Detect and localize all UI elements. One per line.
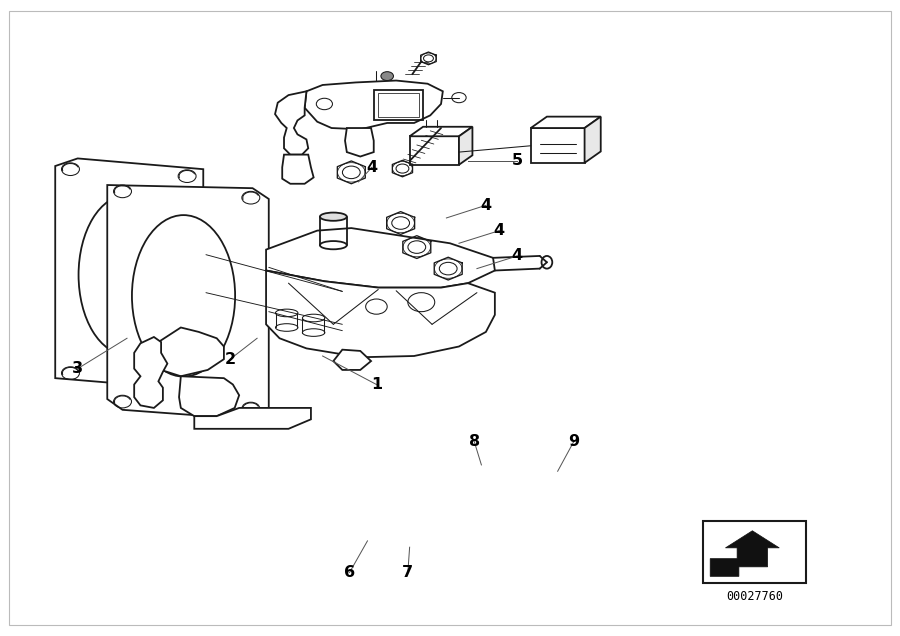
Polygon shape	[107, 185, 269, 419]
Text: 4: 4	[481, 198, 491, 213]
Polygon shape	[304, 81, 443, 129]
Polygon shape	[531, 116, 600, 128]
Polygon shape	[585, 116, 600, 163]
Polygon shape	[179, 377, 239, 416]
Text: 4: 4	[512, 249, 523, 263]
Text: 9: 9	[568, 434, 580, 449]
Text: 5: 5	[512, 153, 523, 169]
Polygon shape	[410, 127, 472, 136]
Text: 8: 8	[469, 434, 480, 449]
Polygon shape	[154, 328, 224, 377]
Text: 1: 1	[371, 377, 382, 392]
Polygon shape	[275, 92, 308, 155]
Bar	[374, 90, 423, 120]
Circle shape	[381, 72, 393, 81]
Text: 4: 4	[366, 160, 377, 175]
Polygon shape	[266, 228, 495, 287]
Polygon shape	[710, 531, 779, 576]
Polygon shape	[283, 155, 313, 184]
Polygon shape	[345, 128, 373, 156]
Polygon shape	[459, 127, 472, 165]
Bar	[410, 136, 459, 165]
Bar	[703, 521, 806, 583]
Text: 2: 2	[225, 352, 236, 367]
Ellipse shape	[320, 212, 346, 221]
Bar	[378, 93, 419, 117]
Text: 6: 6	[344, 565, 356, 580]
Bar	[531, 128, 585, 163]
Text: 7: 7	[402, 565, 413, 580]
Text: 00027760: 00027760	[726, 590, 783, 603]
Polygon shape	[333, 350, 371, 370]
Polygon shape	[194, 408, 310, 429]
Text: 3: 3	[72, 361, 83, 376]
Polygon shape	[266, 270, 495, 357]
Text: 4: 4	[494, 223, 505, 238]
Polygon shape	[134, 337, 167, 408]
